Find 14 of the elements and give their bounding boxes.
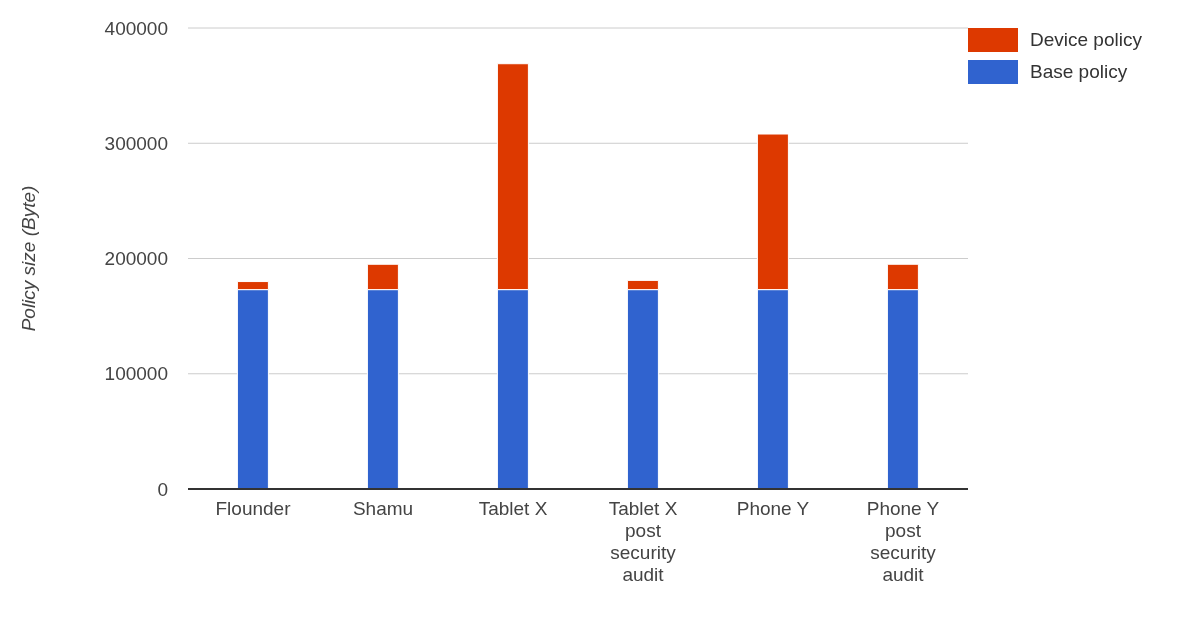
legend-label: Base policy <box>1030 60 1129 84</box>
x-tick-label: Tablet X <box>478 498 548 519</box>
x-tick-label: Phone Y <box>736 498 810 519</box>
y-tick-label: 400000 <box>104 17 168 39</box>
x-tick-label: Phone Y post security audit <box>866 498 940 585</box>
y-tick-label: 200000 <box>104 248 168 270</box>
x-tick-label: Tablet X post security audit <box>608 498 678 585</box>
y-tick-label: 300000 <box>104 132 168 154</box>
y-tick-label: 100000 <box>104 363 168 385</box>
y-tick-label: 0 <box>157 478 168 500</box>
x-tick-label: Flounder <box>215 498 292 519</box>
x-tick-label: Shamu <box>352 498 414 519</box>
y-axis-title: Policy size (Byte) <box>17 185 39 332</box>
legend-label: Device policy <box>1030 28 1143 52</box>
